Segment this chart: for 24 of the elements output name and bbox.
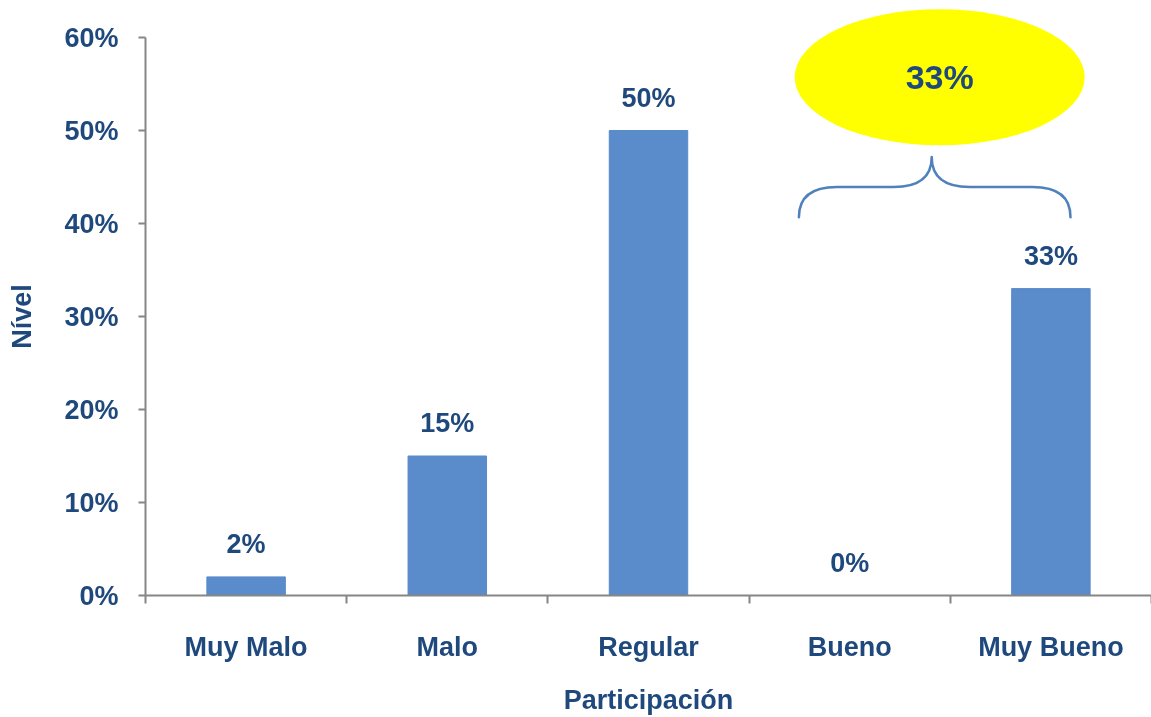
y-tick-label: 60% [64, 22, 119, 53]
data-label: 2% [226, 528, 266, 559]
y-tick-label: 0% [79, 580, 119, 611]
bar [407, 455, 488, 596]
y-tick-label: 40% [64, 208, 119, 239]
bar [608, 130, 689, 596]
y-tick-label: 20% [64, 394, 119, 425]
data-label: 33% [1023, 240, 1078, 271]
y-tick-label: 50% [64, 115, 119, 146]
annotation: 33% [905, 58, 974, 97]
x-axis-title: Participación [563, 684, 734, 715]
x-tick-label: Malo [416, 631, 479, 662]
y-tick-label: 10% [64, 487, 119, 518]
y-tick-label: 30% [64, 301, 119, 332]
data-label: 0% [830, 547, 870, 578]
x-tick-label: Muy Malo [184, 631, 308, 662]
x-tick-label: Muy Bueno [978, 631, 1124, 662]
x-tick-label: Regular [598, 631, 700, 662]
data-label: 50% [621, 82, 676, 113]
x-tick-label: Bueno [807, 631, 892, 662]
bar [206, 576, 286, 596]
data-label: 15% [420, 408, 475, 438]
y-axis-title: Nível [7, 284, 38, 349]
bar [1011, 288, 1091, 596]
